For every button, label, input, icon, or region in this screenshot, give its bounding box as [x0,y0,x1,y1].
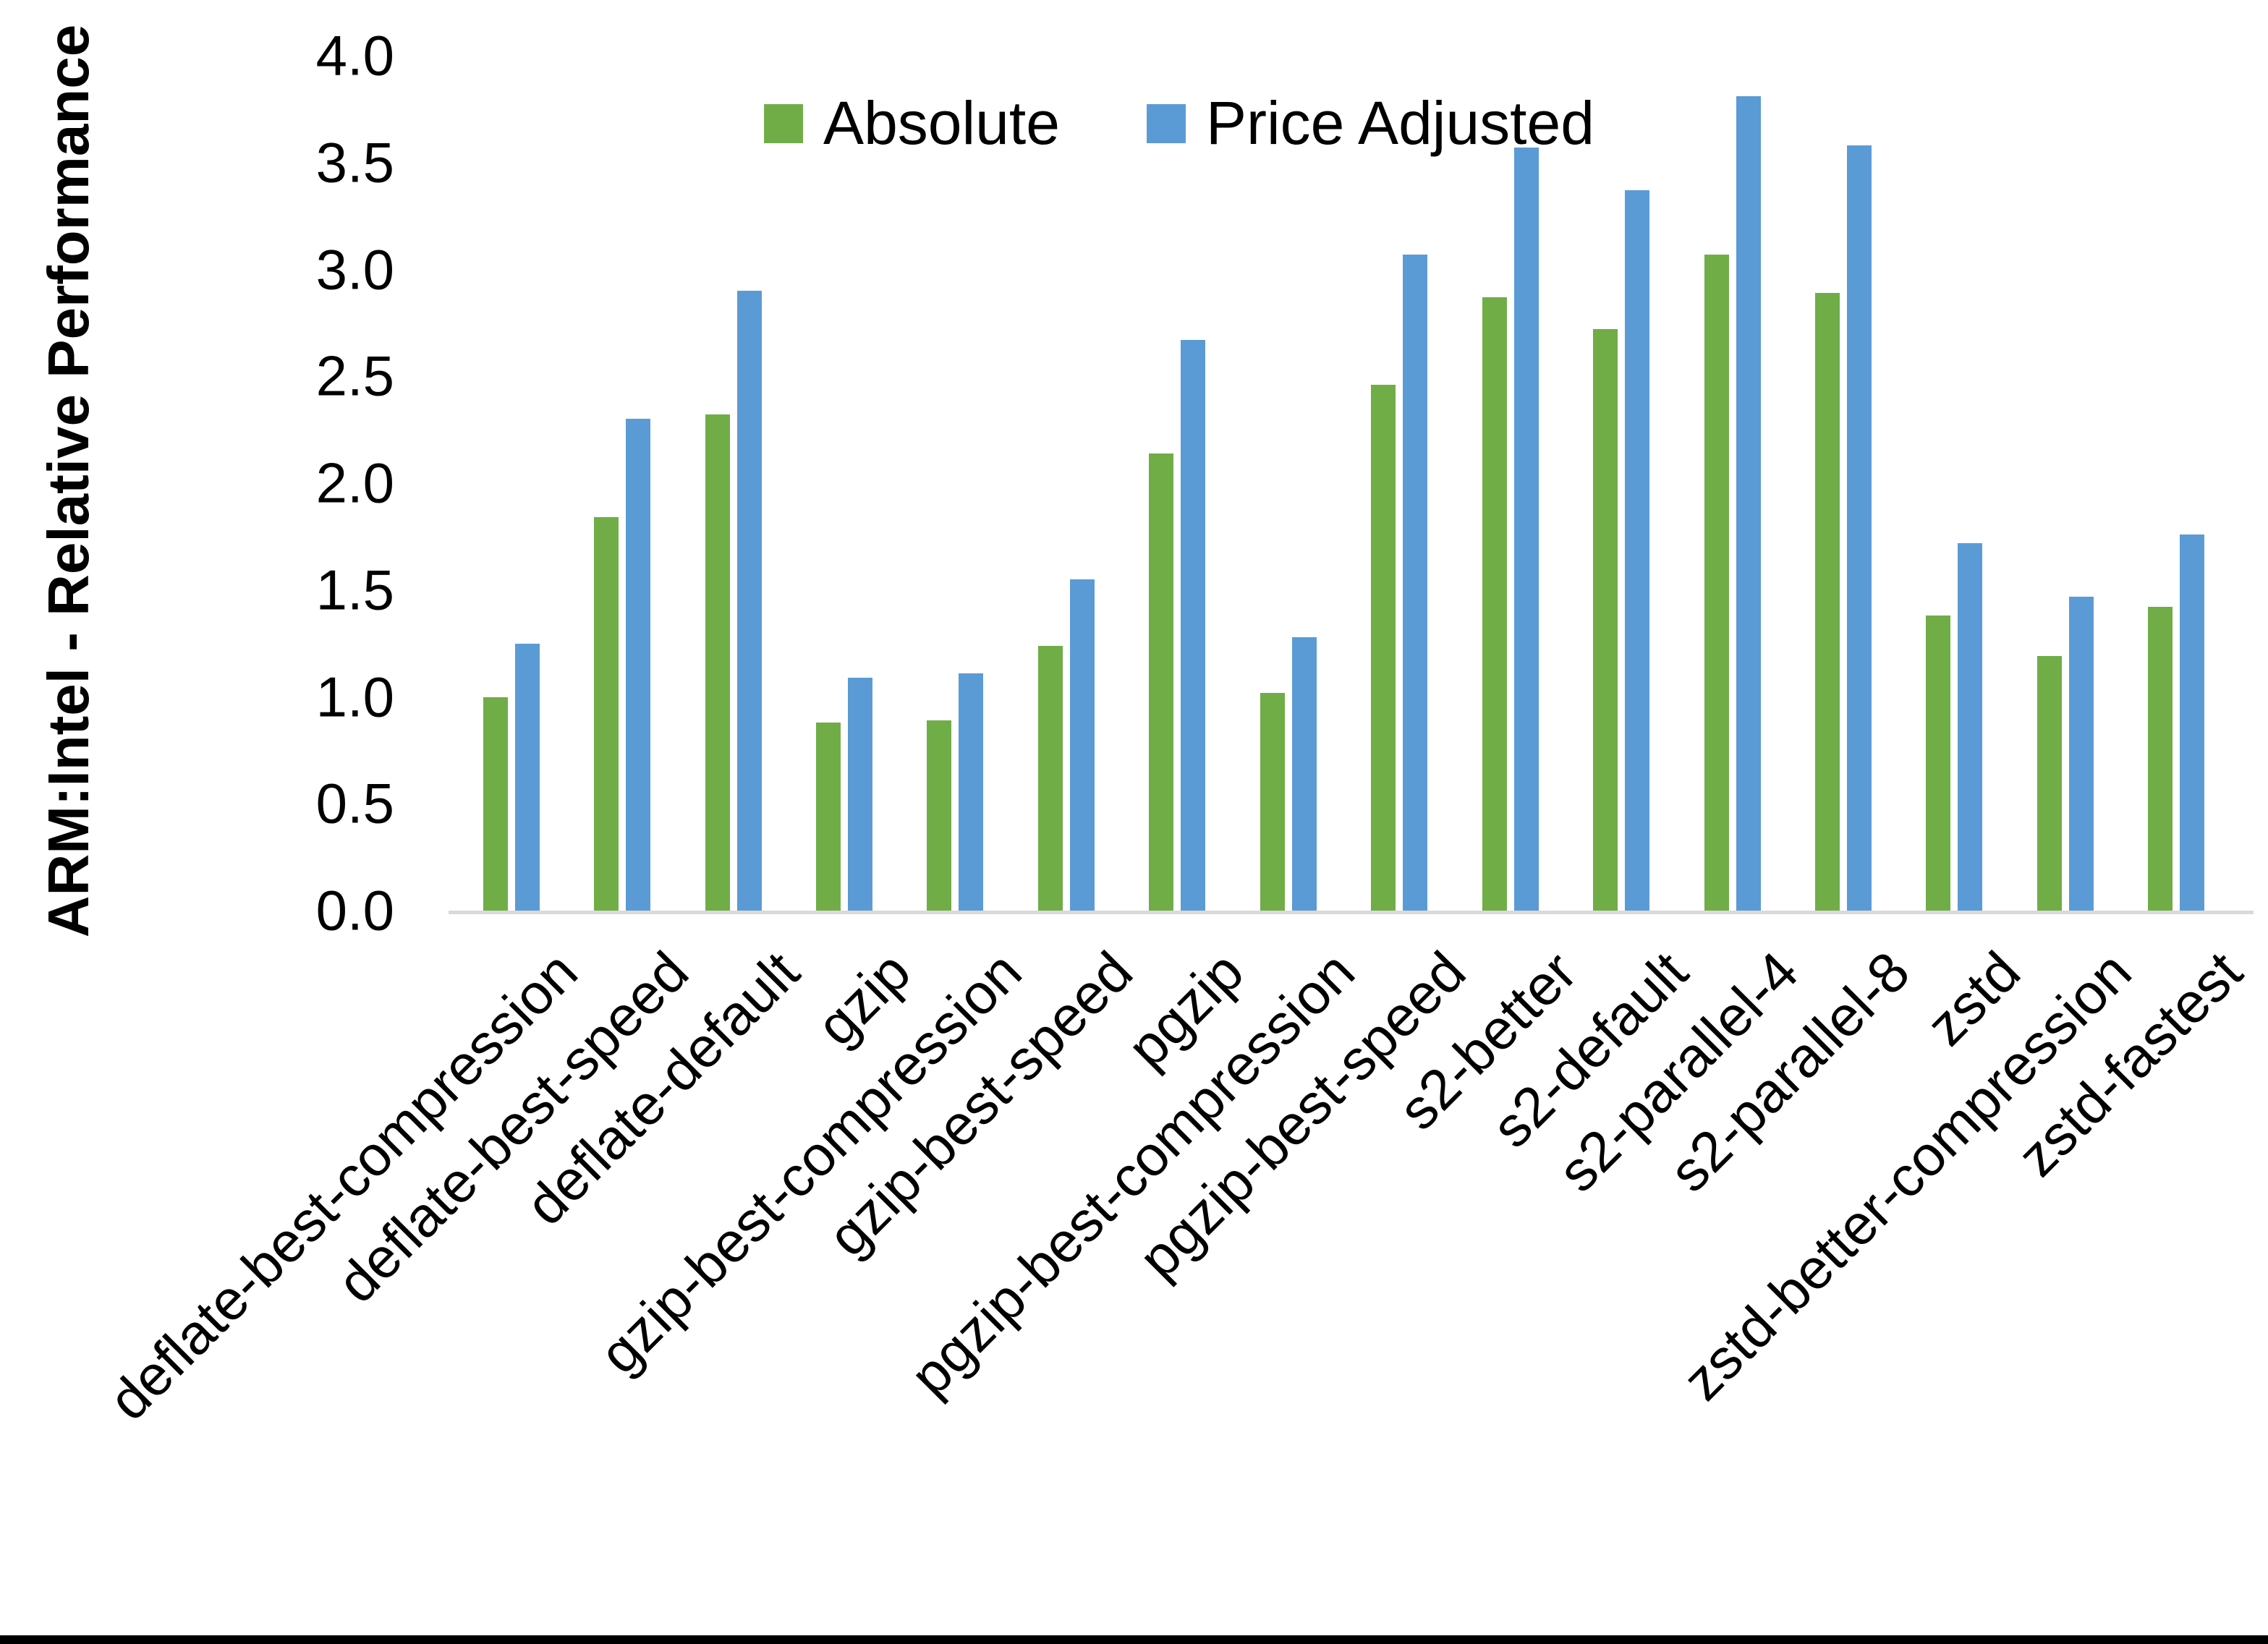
bar-group-pgzip-best-speed [1344,56,1455,911]
absolute-bar-zstd-better-compression [2036,656,2062,911]
price-adjusted-bar-deflate-default [736,291,762,911]
price-adjusted-bar-zstd [1958,542,1983,911]
absolute-bar-s2-parallel-8 [1814,293,1840,911]
y-axis-tick-labels: 0.0 0.5 1.0 1.5 2.0 2.5 3.0 3.5 4.0 [0,24,394,942]
price-adjusted-bar-pgzip-best-compression [1291,636,1317,911]
bar-group-gzip-best-compression [900,56,1011,911]
y-tick-label-0.0: 0.0 [315,878,394,942]
absolute-bar-gzip-best-compression [927,720,952,911]
price-adjusted-bar-pgzip [1181,340,1206,911]
legend-item-absolute: Absolute [764,88,1060,158]
price-adjusted-bar-gzip-best-speed [1069,579,1095,911]
absolute-bar-deflate-best-speed [594,517,619,911]
bar-group-zstd-fastest [2121,56,2232,911]
bar-group-s2-better [1455,56,1566,911]
legend-label-absolute: Absolute [823,89,1060,157]
y-tick-label-1.0: 1.0 [315,665,394,728]
price-adjusted-bar-deflate-best-speed [626,419,651,911]
bar-group-s2-parallel-8 [1788,56,1898,911]
bar-group-gzip [789,56,899,911]
bar-group-deflate-default [678,56,789,911]
price-adjusted-bar-gzip-best-compression [959,673,984,911]
absolute-bar-gzip [816,722,841,911]
price-adjusted-bar-deflate-best-compression [514,643,540,911]
price-adjusted-bar-zstd-better-compression [2068,596,2094,911]
absolute-bar-deflate-default [705,414,730,911]
absolute-bar-pgzip-best-compression [1260,692,1285,911]
y-tick-label-0.5: 0.5 [315,771,394,835]
y-tick-label-3.0: 3.0 [315,237,394,301]
bar-group-s2-default [1566,56,1676,911]
y-tick-label-3.5: 3.5 [315,130,394,195]
absolute-bar-zstd-fastest [2148,607,2173,911]
bar-group-pgzip [1122,56,1233,911]
price-adjusted-bar-s2-parallel-4 [1736,96,1761,911]
absolute-bar-gzip-best-speed [1037,645,1063,911]
y-tick-label-2.5: 2.5 [315,344,394,408]
x-axis-line [449,911,2254,914]
plot-area [456,56,2232,911]
bar-group-deflate-best-speed [566,56,677,911]
legend-swatch-price-adjusted-icon [1146,103,1186,143]
price-adjusted-bar-s2-default [1625,190,1650,911]
price-adjusted-bar-s2-better [1513,148,1539,911]
legend-label-price-adjusted: Price Adjusted [1205,89,1594,157]
bar-group-gzip-best-speed [1011,56,1121,911]
y-tick-label-2.0: 2.0 [315,451,394,515]
absolute-bar-deflate-best-compression [483,697,508,911]
absolute-bar-s2-default [1593,329,1618,911]
bar-group-pgzip-best-compression [1233,56,1343,911]
bar-group-s2-parallel-4 [1677,56,1788,911]
absolute-bar-s2-better [1482,297,1507,911]
x-category-label-text: deflate-best-compression [96,939,590,1433]
legend: Absolute Price Adjusted [764,88,1594,158]
bar-group-zstd-better-compression [2010,56,2120,911]
absolute-bar-zstd [1926,616,1951,911]
y-tick-label-1.5: 1.5 [315,558,394,622]
absolute-bar-s2-parallel-4 [1704,254,1729,911]
bar-group-deflate-best-compression [456,56,566,911]
bottom-border [0,1635,2268,1644]
price-adjusted-bar-gzip [848,677,873,911]
absolute-bar-pgzip-best-speed [1371,385,1396,911]
bar-group-zstd [1899,56,2010,911]
legend-item-price-adjusted: Price Adjusted [1146,88,1594,158]
price-adjusted-bar-zstd-fastest [2180,534,2205,911]
absolute-bar-pgzip [1149,453,1174,911]
y-tick-label-4.0: 4.0 [315,23,394,88]
price-adjusted-bar-pgzip-best-speed [1403,254,1428,911]
legend-swatch-absolute-icon [764,103,804,143]
price-adjusted-bar-s2-parallel-8 [1846,145,1872,911]
